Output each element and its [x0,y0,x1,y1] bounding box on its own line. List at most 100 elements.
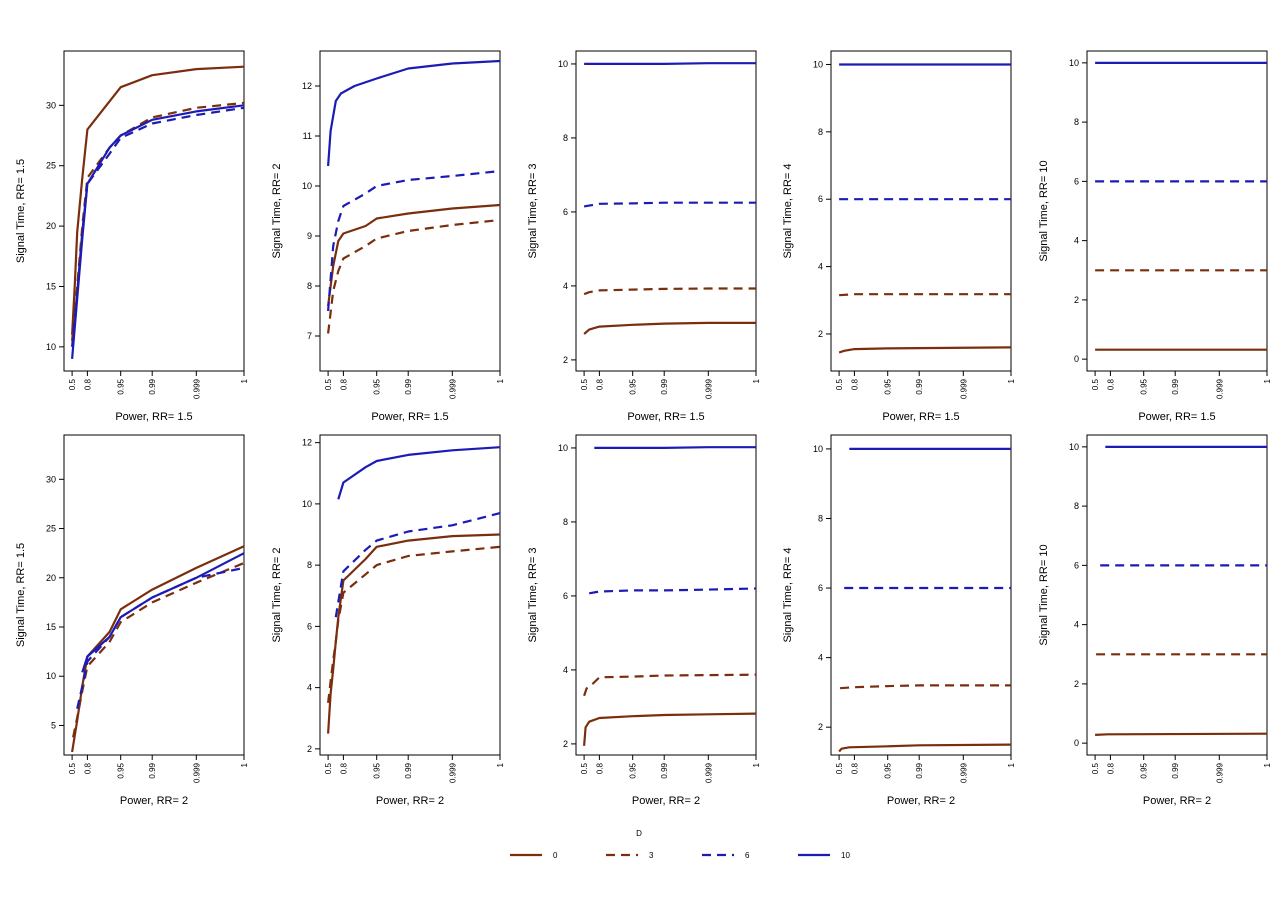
x-tick-label: 1 [1263,762,1272,767]
y-tick-label: 6 [1074,560,1079,570]
y-tick-label: 2 [818,722,823,732]
x-tick-label: 0.8 [339,762,348,774]
x-tick-label: 0.99 [660,378,669,394]
y-tick-label: 11 [303,131,312,141]
y-tick-label: 25 [46,161,56,171]
y-tick-label: 8 [307,560,312,570]
legend-title: D [636,829,642,838]
series-line-d0 [583,321,756,335]
series-line-d0 [327,533,501,734]
x-tick-label: 0.5 [1091,762,1100,774]
y-tick-label: 4 [1074,236,1079,246]
y-axis-label: Signal Time, RR= 10 [1038,544,1050,645]
x-tick-label: 0.8 [595,762,604,774]
x-tick-label: 1 [1263,378,1272,383]
legend-label: 0 [553,851,558,860]
x-tick-label: 0.5 [835,762,844,774]
y-axis-label: Signal Time, RR= 1.5 [15,159,27,263]
y-tick-label: 4 [563,281,568,291]
chart-panel-5: 0 2 4 6 8 10 0.5 0.8 0.95 0.99 0.999 1 Power, RR= 1.… [1038,50,1272,423]
x-tick-label: 0.99 [1171,762,1180,778]
y-tick-label: 10 [46,671,56,681]
plot-frame [1086,50,1268,372]
series-line-d10 [594,446,756,449]
x-tick-label: 1 [752,378,761,383]
x-tick-label: 0.5 [68,762,77,774]
plot-frame [830,434,1012,756]
series-line-d3 [839,293,1011,297]
x-tick-label: 0.999 [704,378,713,399]
series-line-d10 [327,59,501,167]
x-tick-label: 0.8 [1106,762,1115,774]
x-tick-label: 0.5 [580,762,589,774]
y-tick-label: 10 [813,59,823,69]
x-tick-label: 0.999 [1215,378,1224,399]
x-axis-label: Power, RR= 1.5 [1138,411,1215,423]
x-tick-label: 0.5 [835,378,844,390]
x-axis-label: Power, RR= 1.5 [115,411,192,423]
plot-frame [319,50,501,372]
series-line-d3 [327,545,501,704]
x-tick-label: 0.99 [915,378,924,394]
chart-panel-2: 7 8 9 10 11 12 0.5 0.8 0.95 0.99 0.999 1 Power, RR= … [271,50,505,423]
x-tick-label: 0.99 [1171,378,1180,394]
y-tick-label: 2 [563,355,568,365]
series-line-d10 [81,552,245,673]
x-tick-label: 0.95 [117,378,126,394]
plot-frame [575,50,757,372]
chart-panel-3: 2 4 6 8 10 0.5 0.8 0.95 0.99 0.999 1 Power, RR= 1.5… [527,50,761,423]
x-tick-label: 0.95 [1140,378,1149,394]
y-tick-label: 20 [46,573,56,583]
series-line-d10 [584,62,756,66]
y-tick-label: 6 [307,621,312,631]
y-tick-label: 20 [46,221,56,231]
y-tick-label: 6 [1074,176,1079,186]
y-tick-label: 4 [818,653,823,663]
y-tick-label: 25 [46,524,56,534]
series-line-d3 [583,287,756,296]
x-tick-label: 0.5 [324,378,333,390]
y-tick-label: 8 [563,133,568,143]
y-tick-label: 4 [563,665,568,675]
y-tick-label: 8 [307,281,312,291]
chart-panel-6: 5 10 15 20 25 30 0.5 0.8 0.95 0.99 0.999 1 Power, RR… [15,434,249,807]
x-tick-label: 1 [1007,762,1016,767]
y-tick-label: 5 [51,720,56,730]
legend: D 0 3 6 10 [510,829,850,860]
legend-entry-0: 0 [510,851,558,860]
x-tick-label: 0.95 [117,762,126,778]
x-tick-label: 0.8 [1106,378,1115,390]
series-line-d3 [583,673,757,697]
y-tick-label: 9 [307,231,312,241]
y-tick-label: 15 [46,622,56,632]
y-tick-label: 10 [1069,442,1079,452]
x-axis-label: Power, RR= 2 [887,795,955,807]
x-tick-label: 0.99 [915,762,924,778]
y-tick-label: 10 [813,444,823,454]
y-tick-label: 8 [1074,117,1079,127]
y-axis-label: Signal Time, RR= 3 [527,163,539,258]
series-line-d6 [71,106,245,347]
x-tick-label: 0.99 [660,762,669,778]
y-axis-label: Signal Time, RR= 1.5 [15,543,27,647]
x-tick-label: 0.8 [595,378,604,390]
series-line-d10 [71,104,245,359]
series-line-d6 [76,566,245,709]
series-line-d6 [327,169,501,312]
series-line-d0 [71,545,245,753]
y-tick-label: 8 [818,127,823,137]
series-line-d6 [583,201,756,208]
y-tick-label: 10 [302,181,312,191]
plot-frame [319,434,501,756]
y-tick-label: 2 [307,744,312,754]
x-tick-label: 0.99 [148,378,157,394]
x-tick-label: 0.99 [148,762,157,778]
x-tick-label: 0.99 [404,378,413,394]
x-tick-label: 1 [496,762,505,767]
series-line-d3 [840,684,1011,690]
plot-frame [63,434,245,756]
legend-entry-6: 6 [702,851,750,860]
y-axis-label: Signal Time, RR= 4 [782,163,794,258]
series-line-d3 [327,218,501,334]
